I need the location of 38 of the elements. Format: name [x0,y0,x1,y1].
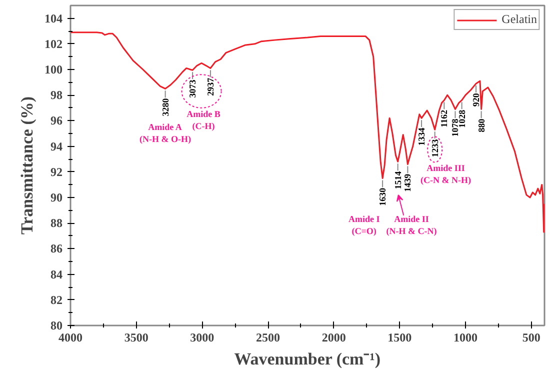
x-tick-label: 500 [522,330,540,344]
annotation: 1334 [416,127,427,146]
annotation: 3073 [188,79,198,98]
x-tick-label: 2000 [322,330,346,344]
annotation: 880 [476,118,486,132]
annotation: 1439 [402,173,413,192]
annotation: 1514 [392,170,403,190]
annotation: Amide III (C-N & N-H) [420,162,471,185]
annotation: 1162 [439,109,450,128]
y-tick-label: 92 [50,164,62,179]
x-tick-label: 1500 [388,330,412,344]
y-tick-label: 100 [44,62,62,76]
annotation: Amide I (C=O) [348,214,380,236]
x-axis-title: Wavenumber (cm⁻¹) [234,350,380,368]
y-tick-label: 84 [50,267,62,282]
y-tick-label: 98 [50,88,62,102]
y-tick-label: 88 [50,216,62,230]
y-tick-label: 102 [44,36,62,51]
y-axis-title: Transmittance (%) [18,96,36,235]
x-tick-label: 1000 [454,330,478,344]
x-tick-label: 3000 [190,330,214,344]
annotation: 1630 [378,187,388,206]
annotation: 3280 [160,98,170,116]
y-tick-label: 82 [50,292,62,307]
y-tick-label: 96 [50,114,62,128]
legend-label: Gelatin [502,12,537,27]
y-tick-label: 94 [50,139,62,154]
annotation: Amide II (N-H & C-N) [386,214,437,236]
y-tick-label: 104 [44,11,62,26]
annotation: 920 [471,92,482,107]
annotation: 1233 [430,138,440,158]
y-tick-label: 80 [50,318,62,332]
x-tick-label: 3500 [124,330,148,344]
y-tick-label: 90 [50,190,62,204]
x-tick-label: 4000 [58,330,82,344]
x-tick-label: 2500 [256,330,280,344]
y-tick-label: 86 [50,242,62,256]
annotation: 2937 [205,77,216,96]
